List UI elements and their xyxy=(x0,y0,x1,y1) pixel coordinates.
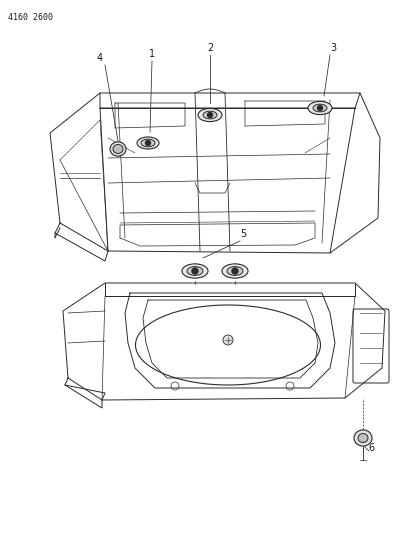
Text: 6: 6 xyxy=(368,443,374,453)
Circle shape xyxy=(232,268,238,274)
Ellipse shape xyxy=(354,430,372,446)
Ellipse shape xyxy=(182,264,208,278)
Ellipse shape xyxy=(227,266,243,276)
Circle shape xyxy=(223,335,233,345)
Ellipse shape xyxy=(358,433,368,442)
Text: 2: 2 xyxy=(207,43,213,53)
Ellipse shape xyxy=(222,264,248,278)
Ellipse shape xyxy=(203,111,217,119)
Ellipse shape xyxy=(137,137,159,149)
Circle shape xyxy=(192,268,198,274)
Circle shape xyxy=(208,112,213,117)
Ellipse shape xyxy=(308,101,332,115)
Ellipse shape xyxy=(113,144,123,154)
Ellipse shape xyxy=(198,108,222,122)
Ellipse shape xyxy=(110,142,126,156)
Ellipse shape xyxy=(187,266,203,276)
Circle shape xyxy=(317,106,322,110)
Text: 4: 4 xyxy=(97,53,103,63)
Text: 5: 5 xyxy=(240,229,246,239)
Circle shape xyxy=(146,141,151,146)
Ellipse shape xyxy=(141,139,155,147)
Text: 3: 3 xyxy=(330,43,336,53)
Ellipse shape xyxy=(313,104,327,112)
Text: 4160 2600: 4160 2600 xyxy=(8,13,53,22)
Text: 1: 1 xyxy=(149,49,155,59)
